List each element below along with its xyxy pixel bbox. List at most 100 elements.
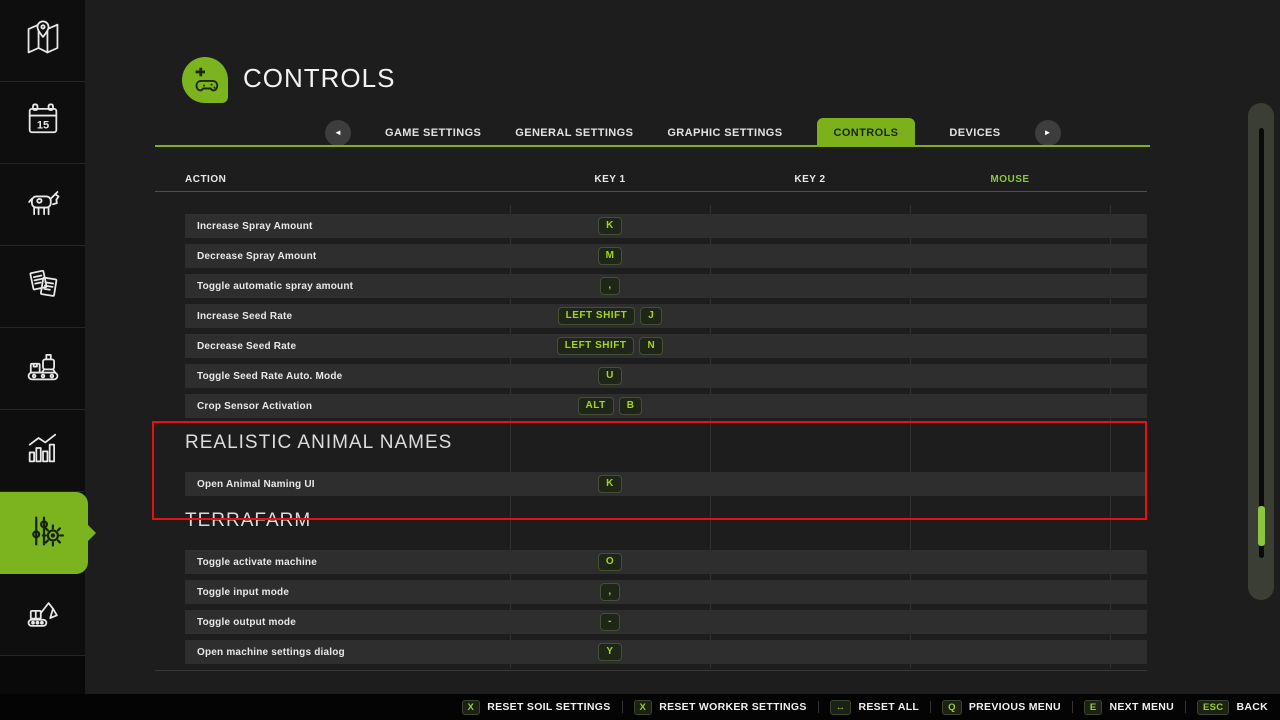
column-separator (710, 205, 711, 668)
footer-button-label: RESET SOIL SETTINGS (487, 701, 611, 713)
binding-action-label: Increase Spray Amount (197, 220, 313, 232)
key1-cell: LEFT SHIFT J (525, 304, 695, 328)
production-icon (23, 346, 63, 391)
calendar-icon: 15 (23, 100, 63, 145)
key-badge: M (597, 247, 623, 265)
sidebar-item-contracts[interactable] (0, 246, 85, 328)
footer-hotkey-bar: X RESET SOIL SETTINGS X RESET WORKER SETTIN… (0, 694, 1280, 720)
footer-button-label: BACK (1236, 701, 1268, 713)
sidebar: 15 (0, 0, 88, 656)
mouse-cell (925, 640, 1095, 664)
binding-row[interactable]: Toggle automatic spray amount, (185, 274, 1147, 298)
binding-action-label: Open machine settings dialog (197, 646, 345, 658)
key1-cell: , (525, 274, 695, 298)
footer-button-reset-soil-settings[interactable]: X RESET SOIL SETTINGS (461, 699, 611, 715)
mouse-cell (925, 214, 1095, 238)
key-badge: , (600, 583, 620, 601)
key-badge: Y (598, 643, 622, 661)
mouse-cell (925, 472, 1095, 496)
key-badge: J (640, 307, 663, 325)
footer-button-label: RESET ALL (858, 701, 920, 713)
binding-action-label: Toggle output mode (197, 616, 296, 628)
hotkey-badge: E (1083, 699, 1103, 715)
mouse-cell (925, 304, 1095, 328)
excavator-icon (23, 592, 63, 637)
sidebar-item-map[interactable] (0, 0, 85, 82)
key1-cell: ALT B (525, 394, 695, 418)
key1-cell: U (525, 364, 695, 388)
list-bottom-divider (155, 670, 1147, 671)
key1-cell: K (525, 214, 695, 238)
key1-cell: Y (525, 640, 695, 664)
sidebar-item-production[interactable] (0, 328, 85, 410)
sidebar-item-construction[interactable] (0, 574, 85, 656)
key-badge: - (600, 613, 620, 631)
tabs-prev-button[interactable]: ◄ (325, 119, 351, 146)
tab-graphic-settings[interactable]: GRAPHIC SETTINGS (667, 126, 783, 139)
svg-text:15: 15 (36, 119, 48, 131)
scrollbar-thumb[interactable] (1258, 506, 1265, 546)
binding-row[interactable]: Toggle input mode, (185, 580, 1147, 604)
binding-action-label: Crop Sensor Activation (197, 400, 313, 412)
footer-button-next-menu[interactable]: E NEXT MENU (1083, 699, 1174, 715)
key1-cell: M (525, 244, 695, 268)
section-title-terrafarm: TERRAFARM (185, 510, 312, 531)
key2-cell (725, 304, 895, 328)
gamepad-icon (182, 57, 228, 103)
key-badge: LEFT SHIFT (557, 307, 636, 325)
binding-row[interactable]: Crop Sensor Activation ALT B (185, 394, 1147, 418)
binding-row[interactable]: Open Animal Naming UI K (185, 472, 1147, 496)
footer-separator (930, 701, 932, 713)
column-header-key1: KEY 1 (594, 174, 626, 185)
tab-general-settings[interactable]: GENERAL SETTINGS (515, 126, 634, 139)
mouse-cell (925, 274, 1095, 298)
footer-button-reset-worker-settings[interactable]: X RESET WORKER SETTINGS (633, 699, 807, 715)
header-divider (155, 191, 1147, 192)
tab-devices[interactable]: DEVICES (949, 126, 1001, 139)
footer-button-reset-all[interactable]: ↔ RESET ALL (829, 699, 920, 715)
key1-cell: LEFT SHIFT N (525, 334, 695, 358)
tab-bar: ◄ GAME SETTINGS GENERAL SETTINGS GRAPHIC S… (325, 118, 1061, 147)
key1-cell: O (525, 550, 695, 574)
documents-icon (23, 264, 63, 309)
footer-button-label: RESET WORKER SETTINGS (659, 701, 807, 713)
footer-button-label: PREVIOUS MENU (968, 701, 1061, 713)
binding-row[interactable]: Open machine settings dialog Y (185, 640, 1147, 664)
binding-action-label: Toggle Seed Rate Auto. Mode (197, 370, 343, 382)
mouse-cell (925, 610, 1095, 634)
map-icon (23, 18, 63, 63)
sidebar-item-animals[interactable] (0, 164, 85, 246)
tabs-next-button[interactable]: ► (1034, 119, 1061, 146)
footer-button-previous-menu[interactable]: Q PREVIOUS MENU (942, 699, 1061, 715)
sidebar-item-settings[interactable] (0, 492, 88, 574)
key2-cell (725, 394, 895, 418)
footer-separator (621, 701, 623, 713)
key-badge: K (598, 475, 622, 493)
page-title: CONTROLS (243, 63, 396, 93)
scrollbar-track[interactable] (1259, 128, 1264, 558)
binding-row[interactable]: Decrease Seed Rate LEFT SHIFT N (185, 334, 1147, 358)
binding-row[interactable]: Increase Seed Rate LEFT SHIFT J (185, 304, 1147, 328)
binding-row[interactable]: Increase Spray Amount K (185, 214, 1147, 238)
key2-cell (725, 472, 895, 496)
binding-row[interactable]: Decrease Spray Amount M (185, 244, 1147, 268)
footer-button-back[interactable]: ESC BACK (1197, 699, 1268, 715)
mouse-cell (925, 394, 1095, 418)
binding-row[interactable]: Toggle output mode - (185, 610, 1147, 634)
binding-action-label: Open Animal Naming UI (197, 478, 315, 490)
column-header-key2: KEY 2 (794, 174, 826, 185)
key-badge: N (639, 337, 664, 355)
sidebar-item-calendar[interactable]: 15 (0, 82, 85, 164)
sidebar-item-statistics[interactable] (0, 410, 85, 492)
stats-icon (23, 428, 63, 473)
binding-action-label: Decrease Spray Amount (197, 250, 317, 262)
tab-game-settings[interactable]: GAME SETTINGS (385, 126, 482, 139)
mouse-cell (925, 364, 1095, 388)
section-title-realistic-animal-names: REALISTIC ANIMAL NAMES (185, 432, 453, 453)
hotkey-badge: ↔ (829, 699, 852, 715)
key1-cell: K (525, 472, 695, 496)
binding-row[interactable]: Toggle Seed Rate Auto. Mode U (185, 364, 1147, 388)
mouse-cell (925, 244, 1095, 268)
tab-controls[interactable]: CONTROLS (816, 118, 916, 147)
binding-row[interactable]: Toggle activate machine O (185, 550, 1147, 574)
